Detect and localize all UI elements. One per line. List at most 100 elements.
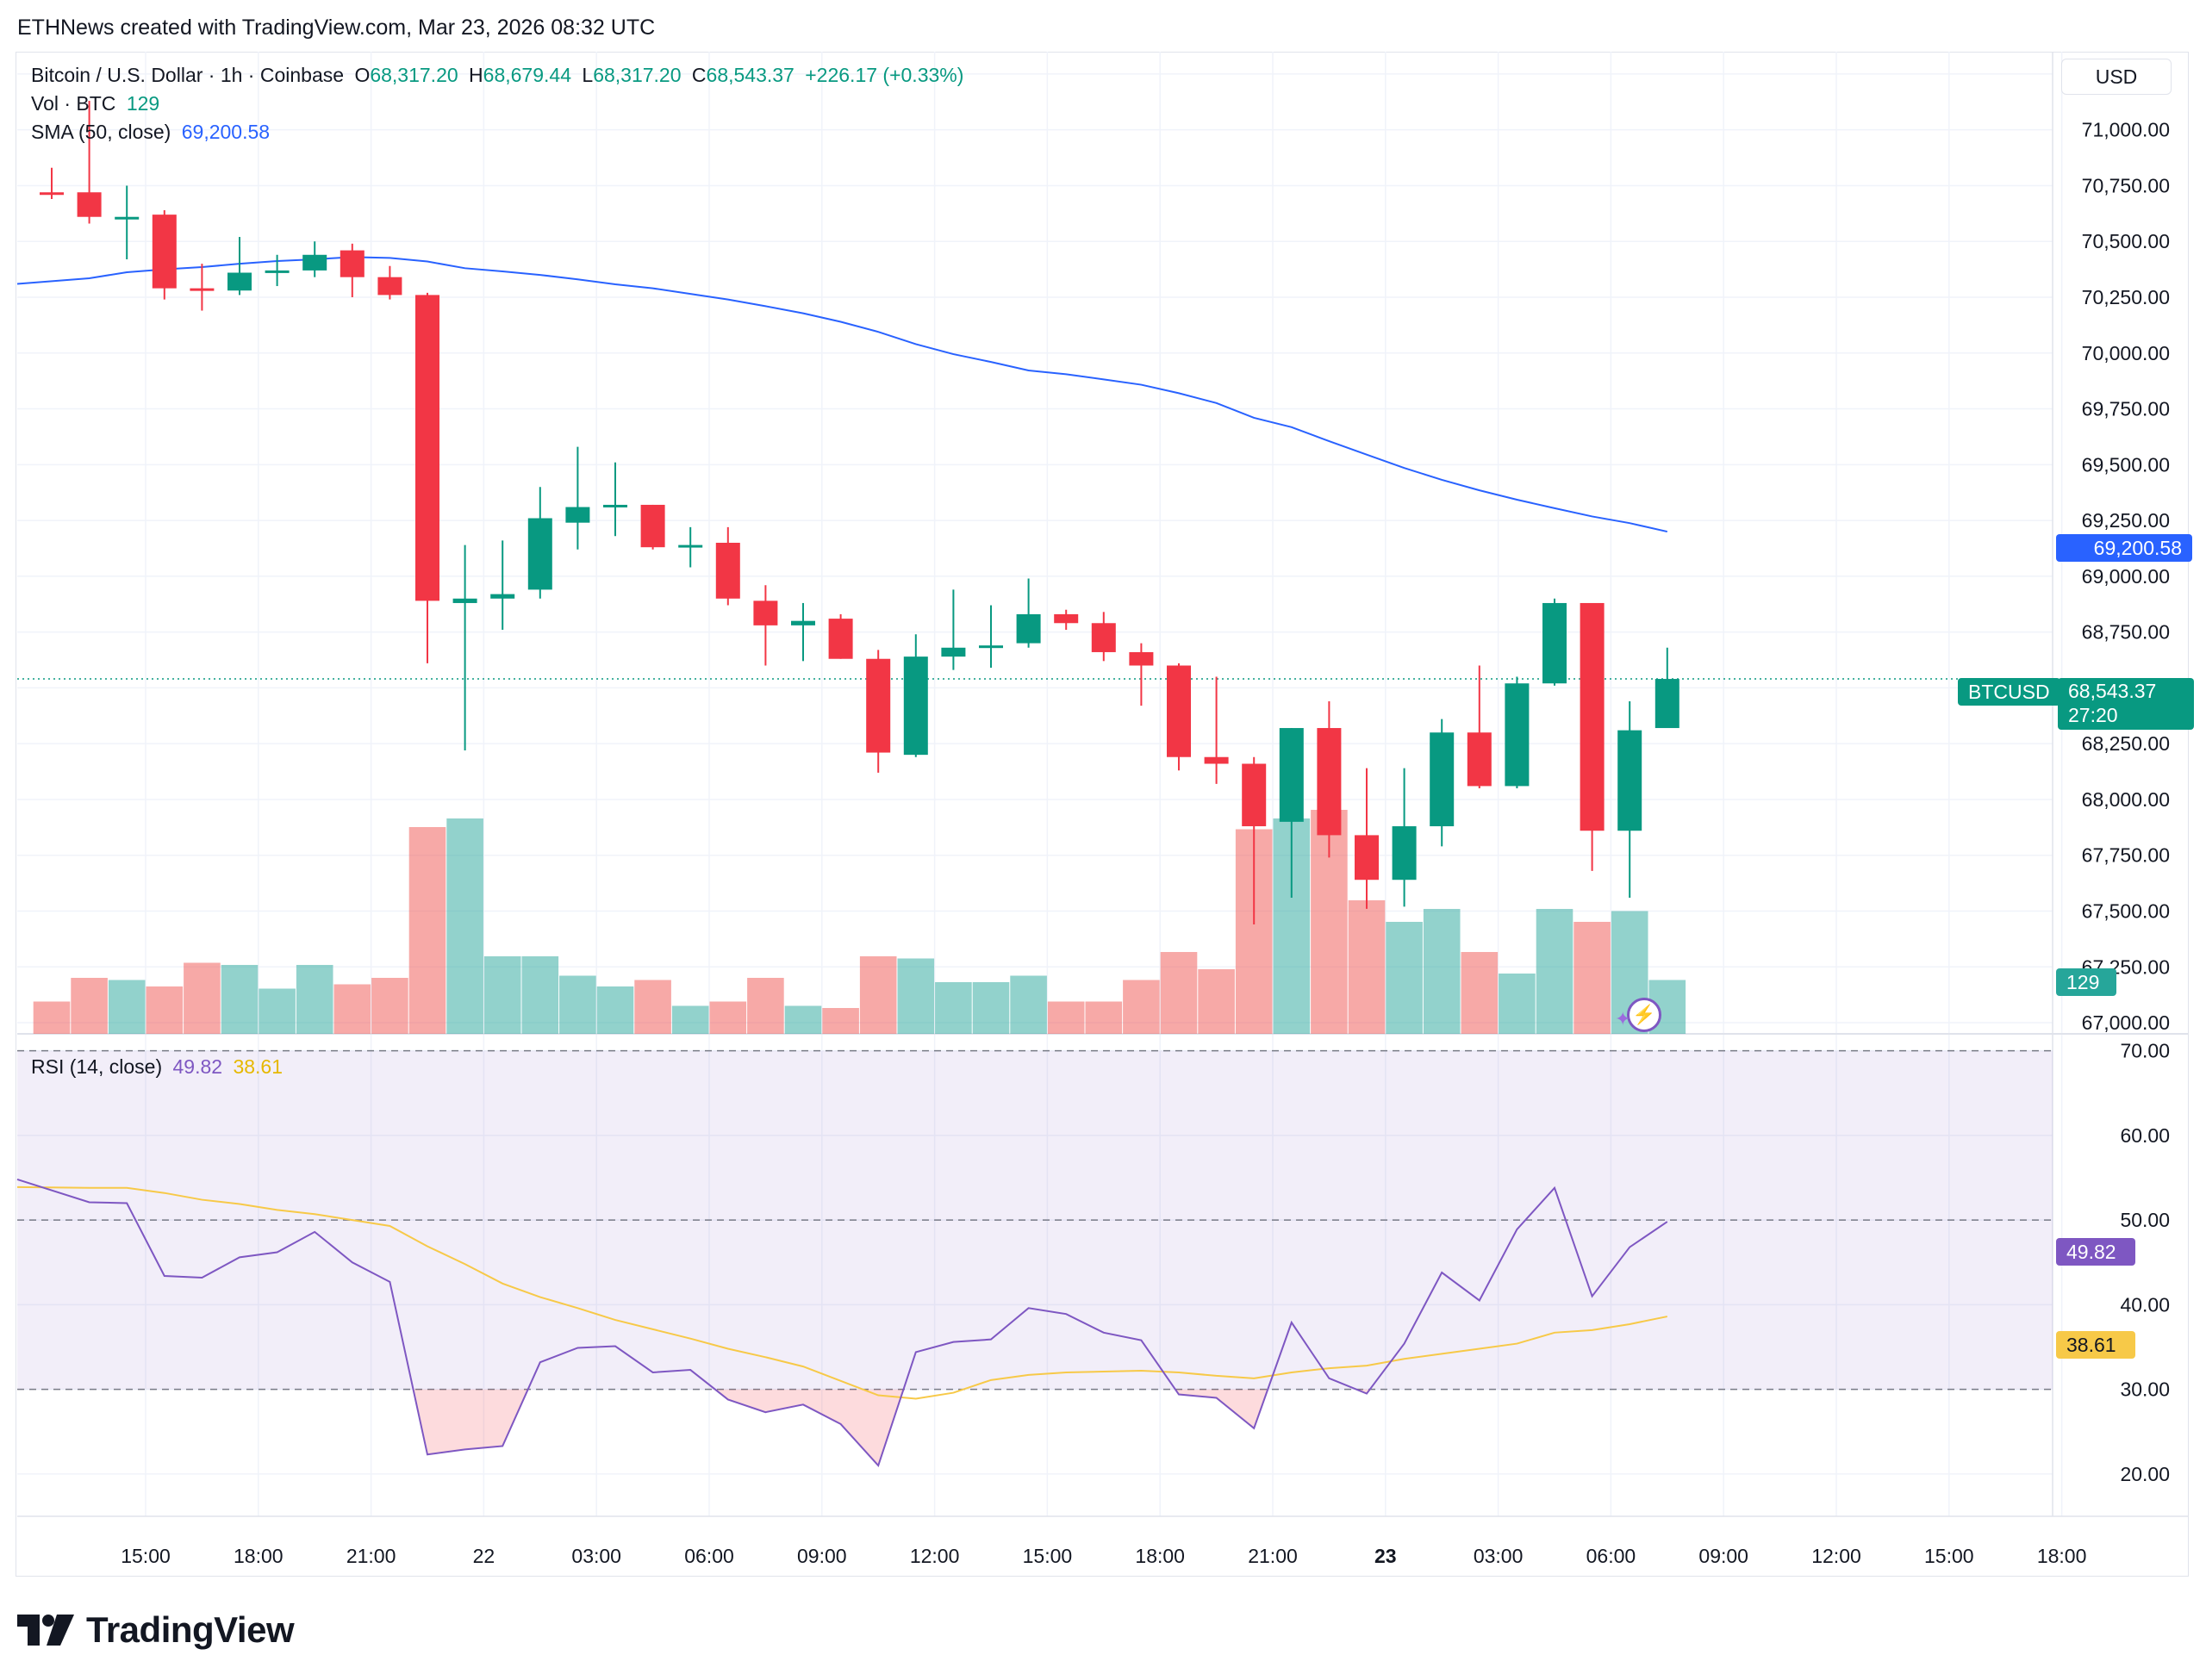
price-axis-label: 70,250.00 <box>2082 286 2170 308</box>
volume-bar <box>521 956 559 1034</box>
candle-body <box>377 277 402 296</box>
price-axis-label: 69,250.00 <box>2082 509 2170 532</box>
candle-body <box>527 518 552 590</box>
volume-bar <box>296 965 333 1034</box>
symbol-title[interactable]: Bitcoin / U.S. Dollar · 1h · Coinbase <box>31 64 345 86</box>
candle-body <box>1467 732 1492 787</box>
candle-body <box>1317 728 1342 836</box>
volume-bar <box>634 980 671 1034</box>
candle-body <box>1430 732 1455 827</box>
rsi-line <box>16 1179 1668 1467</box>
volume-bar <box>709 1001 747 1034</box>
volume-bar <box>71 978 108 1034</box>
change-value: +226.17 (+0.33%) <box>805 64 964 86</box>
last-price-tag: 68,543.37 27:20 <box>2058 678 2194 730</box>
low-label: L <box>582 64 594 86</box>
volume-legend: Vol · BTC 129 <box>31 92 165 115</box>
candle-body <box>40 192 64 196</box>
candle-body <box>340 250 365 277</box>
sparkle-icon: ✦ <box>1615 1008 1631 1030</box>
volume-bar <box>333 984 371 1034</box>
candle-body <box>265 270 290 273</box>
candle-body <box>1054 613 1079 624</box>
symbol-tag: BTCUSD <box>1958 678 2060 706</box>
last-price-value: 68,543.37 <box>2068 680 2157 702</box>
rsi-ma-line <box>16 1185 1668 1400</box>
time-axis-label: 09:00 <box>1698 1545 1748 1567</box>
rsi-label[interactable]: RSI (14, close) <box>31 1055 163 1078</box>
candle-body <box>1016 613 1041 644</box>
candle-body <box>1392 826 1417 880</box>
open-value: 68,317.20 <box>370 64 458 86</box>
rsi-axis-label: 60.00 <box>2120 1124 2170 1147</box>
rsi-axis-label: 20.00 <box>2120 1463 2170 1485</box>
price-axis-label: 70,750.00 <box>2082 174 2170 196</box>
candle-body <box>1242 763 1267 827</box>
volume-bar <box>1423 909 1461 1034</box>
rsi-axis-label: 50.00 <box>2120 1209 2170 1231</box>
volume-bar <box>972 982 1010 1034</box>
candle-body <box>1091 623 1116 652</box>
candle-body <box>791 620 815 625</box>
rsi-oversold-fill <box>1175 1389 1268 1428</box>
price-axis-label: 67,750.00 <box>2082 844 2170 867</box>
volume-bar <box>1198 969 1235 1034</box>
open-label: O <box>354 64 371 86</box>
candle-body <box>1654 679 1679 729</box>
candle-body <box>1580 602 1605 831</box>
volume-bar <box>1010 975 1047 1034</box>
volume-bar <box>1047 1001 1085 1034</box>
candle-body <box>603 504 627 507</box>
sma-legend: SMA (50, close) 69,200.58 <box>31 121 275 144</box>
volume-bar <box>221 965 259 1034</box>
price-axis-label: 68,750.00 <box>2082 621 2170 644</box>
time-axis-label: 15:00 <box>121 1545 171 1567</box>
sma-value: 69,200.58 <box>181 121 271 143</box>
time-axis-label: 06:00 <box>1586 1545 1636 1567</box>
volume-tag: 129 <box>2056 968 2116 996</box>
volume-bar <box>784 1005 822 1034</box>
tradingview-logo-icon <box>17 1615 74 1646</box>
close-label: C <box>691 64 707 86</box>
candle-body <box>903 656 928 756</box>
volume-bar <box>146 986 184 1034</box>
currency-button[interactable]: USD <box>2061 59 2172 95</box>
candle-body <box>979 645 1003 649</box>
rsi-tag: 49.82 <box>2056 1238 2135 1266</box>
lightning-icon[interactable]: ⚡ <box>1627 998 1661 1032</box>
time-axis-label: 18:00 <box>2037 1545 2087 1567</box>
volume-bar <box>935 982 972 1034</box>
price-axis-label: 69,000.00 <box>2082 565 2170 588</box>
sma-line <box>16 256 1668 533</box>
chart-frame <box>16 52 2189 1577</box>
candle-body <box>1542 602 1567 684</box>
candle-body <box>115 216 140 220</box>
time-axis-label: 18:00 <box>1135 1545 1185 1567</box>
volume-bar <box>259 988 296 1034</box>
rsi-value: 49.82 <box>172 1055 223 1078</box>
candle-body <box>452 598 477 603</box>
time-axis-label: 23 <box>1374 1545 1397 1567</box>
candle-body <box>678 544 703 548</box>
candle-body <box>1505 683 1530 787</box>
candle-body <box>941 647 966 657</box>
volume-bar <box>371 978 408 1034</box>
tradingview-wordmark: TradingView <box>86 1609 295 1650</box>
candle-body <box>190 288 215 291</box>
volume-bar <box>596 986 634 1034</box>
candle-body <box>1129 651 1154 666</box>
price-axis-label: 70,000.00 <box>2082 342 2170 364</box>
volume-label[interactable]: Vol · BTC <box>31 92 116 115</box>
candle-body <box>1204 756 1229 764</box>
volume-bar <box>1536 909 1573 1034</box>
volume-bar <box>1386 922 1423 1034</box>
sma-label[interactable]: SMA (50, close) <box>31 121 171 143</box>
price-axis-label: 67,500.00 <box>2082 900 2170 923</box>
candle-body <box>753 600 778 625</box>
price-axis-label: 70,500.00 <box>2082 230 2170 252</box>
low-value: 68,317.20 <box>593 64 682 86</box>
tradingview-logo[interactable]: TradingView <box>17 1609 295 1651</box>
price-axis-label: 69,500.00 <box>2082 453 2170 476</box>
price-axis-label: 71,000.00 <box>2082 119 2170 141</box>
